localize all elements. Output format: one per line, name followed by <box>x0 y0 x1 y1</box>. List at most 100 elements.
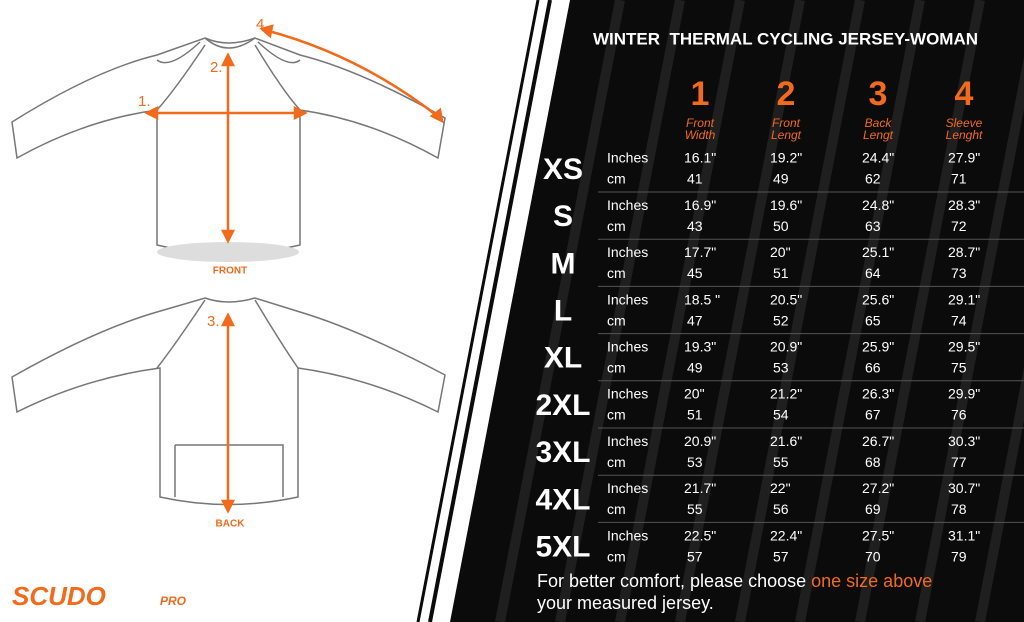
back-jersey <box>11 297 446 506</box>
inches-value: 22.4" <box>770 527 802 543</box>
inches-value: 29.5" <box>948 339 980 355</box>
panel-stripes <box>495 0 1024 622</box>
size-table: 1FrontWidth2FrontLengt3BackLengt4SleeveL… <box>535 75 1024 564</box>
inches-value: 29.9" <box>948 386 980 402</box>
inches-value: 24.8" <box>862 197 894 213</box>
cm-value: 50 <box>773 218 789 234</box>
cm-value: 64 <box>865 265 881 281</box>
inches-value: 30.7" <box>948 480 980 496</box>
inches-value: 20" <box>684 386 705 402</box>
front-hem <box>157 242 299 262</box>
cm-value: 47 <box>687 312 703 328</box>
inches-value: 19.3" <box>684 339 716 355</box>
inches-value: 20" <box>770 244 791 260</box>
column-label: Width <box>685 128 716 142</box>
cm-value: 68 <box>865 454 881 470</box>
back-label: BACK <box>216 519 246 530</box>
cm-value: 54 <box>773 407 789 423</box>
inches-value: 25.1" <box>862 244 894 260</box>
unit-label: cm <box>607 501 626 517</box>
size-label: S <box>553 200 573 233</box>
inches-value: 25.6" <box>862 291 894 307</box>
unit-label: cm <box>607 548 626 564</box>
size-label: 3XL <box>535 436 590 469</box>
cm-value: 69 <box>865 501 881 517</box>
inches-value: 16.1" <box>684 150 716 166</box>
cm-value: 62 <box>865 171 881 187</box>
cm-value: 73 <box>951 265 967 281</box>
cm-value: 53 <box>773 360 789 376</box>
cm-value: 75 <box>951 360 967 376</box>
cm-value: 72 <box>951 218 967 234</box>
inches-value: 27.2" <box>862 480 894 496</box>
size-label: 2XL <box>535 389 590 422</box>
footer-highlight: one size above <box>811 571 932 591</box>
unit-label: cm <box>607 171 626 187</box>
cm-value: 55 <box>773 454 789 470</box>
column-number: 1 <box>691 75 710 113</box>
inches-value: 20.5" <box>770 291 802 307</box>
cm-value: 65 <box>865 312 881 328</box>
marker: 3. <box>207 313 220 330</box>
unit-label: cm <box>607 218 626 234</box>
cm-value: 53 <box>687 454 703 470</box>
cm-value: 77 <box>951 454 967 470</box>
unit-label: cm <box>607 407 626 423</box>
column-label: Front <box>772 116 801 130</box>
column-label: Back <box>865 116 893 130</box>
edge-stripe <box>428 0 552 622</box>
cm-value: 55 <box>687 501 703 517</box>
cm-value: 66 <box>865 360 881 376</box>
cm-value: 56 <box>773 501 789 517</box>
size-label: 5XL <box>535 531 590 564</box>
inches-value: 28.3" <box>948 197 980 213</box>
cm-value: 74 <box>951 312 967 328</box>
inches-value: 22.5" <box>684 527 716 543</box>
inches-value: 27.9" <box>948 150 980 166</box>
footer-text: your measured jersey. <box>537 593 714 613</box>
unit-label: cm <box>607 454 626 470</box>
column-label: Lengt <box>863 128 894 142</box>
marker: 2. <box>210 59 223 76</box>
cm-value: 51 <box>687 407 703 423</box>
unit-label: Inches <box>607 527 648 543</box>
unit-label: Inches <box>607 339 648 355</box>
edge-stripe <box>416 0 540 622</box>
inches-value: 26.3" <box>862 386 894 402</box>
column-number: 4 <box>955 75 974 113</box>
unit-label: Inches <box>607 433 648 449</box>
marker: 1. <box>138 93 151 110</box>
inches-value: 24.4" <box>862 150 894 166</box>
footer-line: For better comfort, please choose one si… <box>537 571 932 591</box>
inches-value: 17.7" <box>684 244 716 260</box>
inches-value: 16.9" <box>684 197 716 213</box>
cm-value: 57 <box>773 548 789 564</box>
cm-value: 63 <box>865 218 881 234</box>
inches-value: 18.5 " <box>684 291 720 307</box>
column-label: Lengt <box>771 128 802 142</box>
inches-value: 19.6" <box>770 197 802 213</box>
brand-name: SCUDO <box>12 581 106 611</box>
inches-value: 19.2" <box>770 150 802 166</box>
cm-value: 43 <box>687 218 703 234</box>
marker: 4. <box>256 16 269 33</box>
unit-label: Inches <box>607 197 648 213</box>
inches-value: 20.9" <box>770 339 802 355</box>
cm-value: 79 <box>951 548 967 564</box>
column-number: 2 <box>777 75 796 113</box>
cm-value: 57 <box>687 548 703 564</box>
cm-value: 45 <box>687 265 703 281</box>
column-label: Sleeve <box>946 116 983 130</box>
unit-label: Inches <box>607 291 648 307</box>
front-label: FRONT <box>213 266 247 277</box>
cm-value: 49 <box>773 171 789 187</box>
inches-value: 22" <box>770 480 791 496</box>
unit-label: Inches <box>607 480 648 496</box>
inches-value: 21.7" <box>684 480 716 496</box>
cm-value: 76 <box>951 407 967 423</box>
cm-value: 52 <box>773 312 789 328</box>
footer-text: For better comfort, please choose <box>537 571 811 591</box>
unit-label: cm <box>607 360 626 376</box>
inches-value: 25.9" <box>862 339 894 355</box>
